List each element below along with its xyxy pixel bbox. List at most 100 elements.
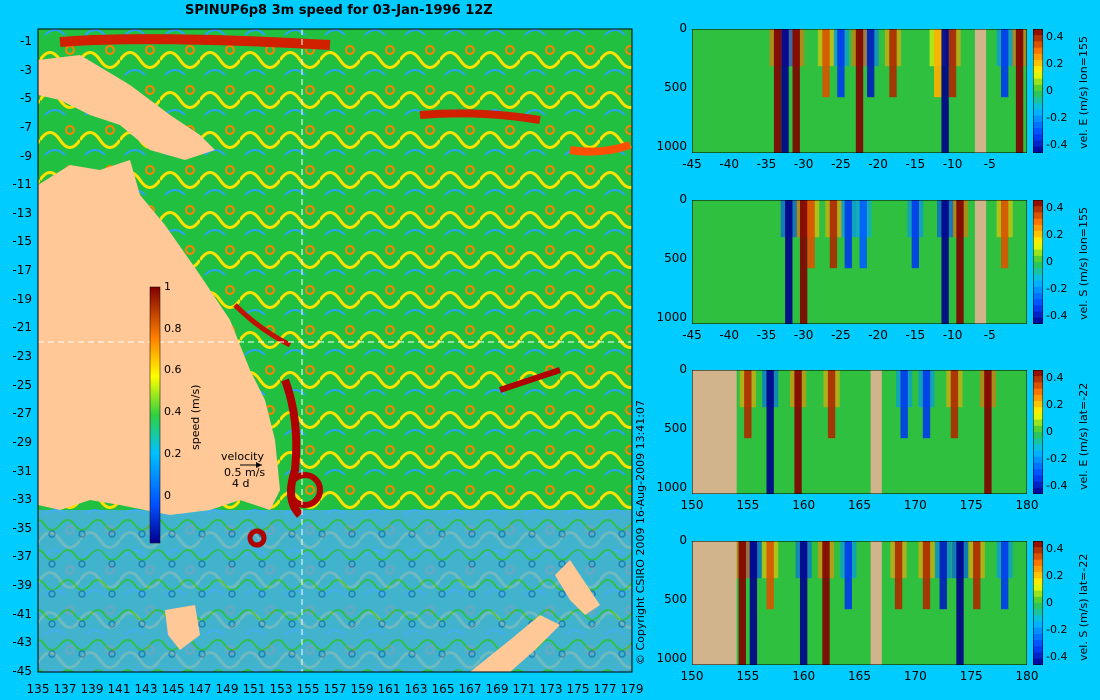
section-colorbar-tick: -0.4 bbox=[1046, 138, 1068, 151]
colorbar-swatch bbox=[1033, 128, 1043, 135]
section-x-tick: 155 bbox=[736, 498, 760, 512]
front-jet bbox=[499, 367, 561, 393]
colorbar-swatch bbox=[1033, 115, 1043, 123]
land-mask bbox=[870, 370, 882, 494]
colorbar-swatch bbox=[1033, 47, 1043, 55]
section-x-tick: -15 bbox=[905, 328, 926, 342]
map-lat-tick: -17 bbox=[12, 263, 32, 278]
section-x-tick: 180 bbox=[1015, 498, 1039, 512]
section-depth-tick: 0 bbox=[679, 192, 687, 206]
map-lon-tick: 155 bbox=[296, 682, 320, 696]
section-panel-1 bbox=[692, 29, 1027, 153]
colorbar-swatch bbox=[1033, 72, 1043, 80]
velocity-band bbox=[894, 541, 903, 610]
tasman-front bbox=[233, 303, 292, 348]
map-lon-tick: 169 bbox=[485, 682, 509, 696]
section-x-tick: -25 bbox=[831, 328, 851, 342]
velocity-band bbox=[900, 370, 908, 439]
map-lat-tick: -27 bbox=[12, 406, 32, 421]
map-lat-tick: -1 bbox=[20, 34, 32, 48]
map-lat-tick: -15 bbox=[12, 234, 32, 249]
colorbar-swatch bbox=[1033, 463, 1043, 470]
map-lon-tick: 179 bbox=[620, 682, 644, 696]
colorbar-swatch bbox=[1033, 481, 1043, 489]
speed-colorbar-tick: 0.8 bbox=[164, 321, 182, 335]
map-lon-tick: 137 bbox=[53, 682, 77, 696]
velocity-band bbox=[799, 541, 808, 665]
section-x-tick: -35 bbox=[756, 328, 777, 342]
map-lat-tick: -37 bbox=[12, 549, 32, 564]
section-colorbar-tick: -0.2 bbox=[1046, 452, 1068, 465]
velocity-band bbox=[933, 29, 942, 98]
velocity-band bbox=[844, 541, 853, 610]
velocity-band bbox=[749, 541, 758, 665]
colorbar-swatch bbox=[1033, 590, 1043, 598]
colorbar-swatch bbox=[1033, 444, 1043, 452]
section-x-tick: 180 bbox=[1015, 669, 1039, 683]
colorbar-swatch bbox=[1033, 249, 1043, 257]
section-colorbar-label: vel. S (m/s) lat=-22 bbox=[1077, 553, 1090, 661]
colorbar-swatch bbox=[1033, 376, 1043, 383]
colorbar-swatch bbox=[1033, 596, 1043, 604]
section-colorbar-tick: 0.4 bbox=[1046, 371, 1064, 384]
land-mask bbox=[974, 200, 987, 324]
colorbar-swatch bbox=[1033, 603, 1043, 610]
velocity-band bbox=[939, 541, 947, 610]
velocity-band bbox=[1000, 29, 1009, 98]
colorbar-swatch bbox=[1033, 122, 1043, 129]
section-colorbar-tick: 0 bbox=[1046, 84, 1053, 97]
colorbar-swatch bbox=[1033, 450, 1043, 458]
velocity-legend-title: velocity bbox=[221, 450, 264, 463]
colorbar-swatch bbox=[1033, 401, 1043, 408]
map-lat-tick: -21 bbox=[12, 320, 32, 335]
velocity-band bbox=[827, 370, 836, 439]
tasmania bbox=[165, 605, 200, 650]
section-colorbar bbox=[1033, 370, 1043, 494]
colorbar-swatch bbox=[1033, 469, 1043, 476]
section-colorbar-tick: -0.4 bbox=[1046, 309, 1068, 322]
speed-colorbar-tick: 1 bbox=[164, 280, 171, 293]
colorbar-swatch bbox=[1033, 29, 1043, 36]
velocity-band bbox=[948, 29, 957, 98]
section-x-tick: -15 bbox=[905, 157, 926, 171]
east-jet bbox=[419, 109, 541, 124]
velocity-band bbox=[941, 29, 949, 153]
colorbar-swatch bbox=[1033, 305, 1043, 313]
map-lat-tick: -5 bbox=[20, 91, 32, 106]
map-lat-tick: -25 bbox=[12, 377, 32, 392]
velocity-band bbox=[844, 200, 853, 269]
velocity-band bbox=[889, 29, 897, 98]
velocity-band bbox=[1000, 541, 1009, 610]
map-lon-tick: 139 bbox=[80, 682, 104, 696]
colorbar-swatch bbox=[1033, 224, 1043, 232]
map-lat-tick: -7 bbox=[20, 119, 32, 134]
colorbar-swatch bbox=[1033, 140, 1043, 148]
colorbar-swatch bbox=[1033, 640, 1043, 647]
map-lat-tick: -31 bbox=[12, 463, 32, 478]
colorbar-swatch bbox=[1033, 218, 1043, 226]
section-x-tick: -20 bbox=[868, 328, 888, 342]
velocity-band bbox=[807, 200, 815, 269]
copyright-notice: © Copyright CSIRO 2009 16-Aug-2009 13:41… bbox=[634, 399, 647, 665]
section-colorbar-tick: 0.4 bbox=[1046, 201, 1064, 214]
section-colorbar bbox=[1033, 29, 1043, 153]
section-x-tick: -30 bbox=[793, 157, 814, 171]
section-x-tick: -35 bbox=[756, 157, 777, 171]
section-depth-tick: 1000 bbox=[656, 139, 687, 154]
colorbar-swatch bbox=[1033, 615, 1043, 623]
colorbar-swatch bbox=[1033, 388, 1043, 396]
section-panel-2 bbox=[692, 200, 1027, 324]
colorbar-swatch bbox=[1033, 609, 1043, 616]
colorbar-swatch bbox=[1033, 382, 1043, 390]
velocity-band bbox=[773, 29, 782, 153]
section-colorbar bbox=[1033, 200, 1043, 324]
section-x-tick: 150 bbox=[680, 669, 704, 683]
map-lon-tick: 151 bbox=[242, 682, 266, 696]
map-lat-tick: -3 bbox=[20, 62, 32, 77]
section-x-tick: -10 bbox=[942, 157, 963, 171]
map-lat-tick: -39 bbox=[12, 578, 32, 593]
map-lon-tick: 135 bbox=[26, 682, 50, 696]
colorbar-swatch bbox=[1033, 91, 1043, 98]
velocity-band bbox=[829, 200, 838, 269]
speed-colorbar-tick: 0.4 bbox=[164, 405, 182, 419]
